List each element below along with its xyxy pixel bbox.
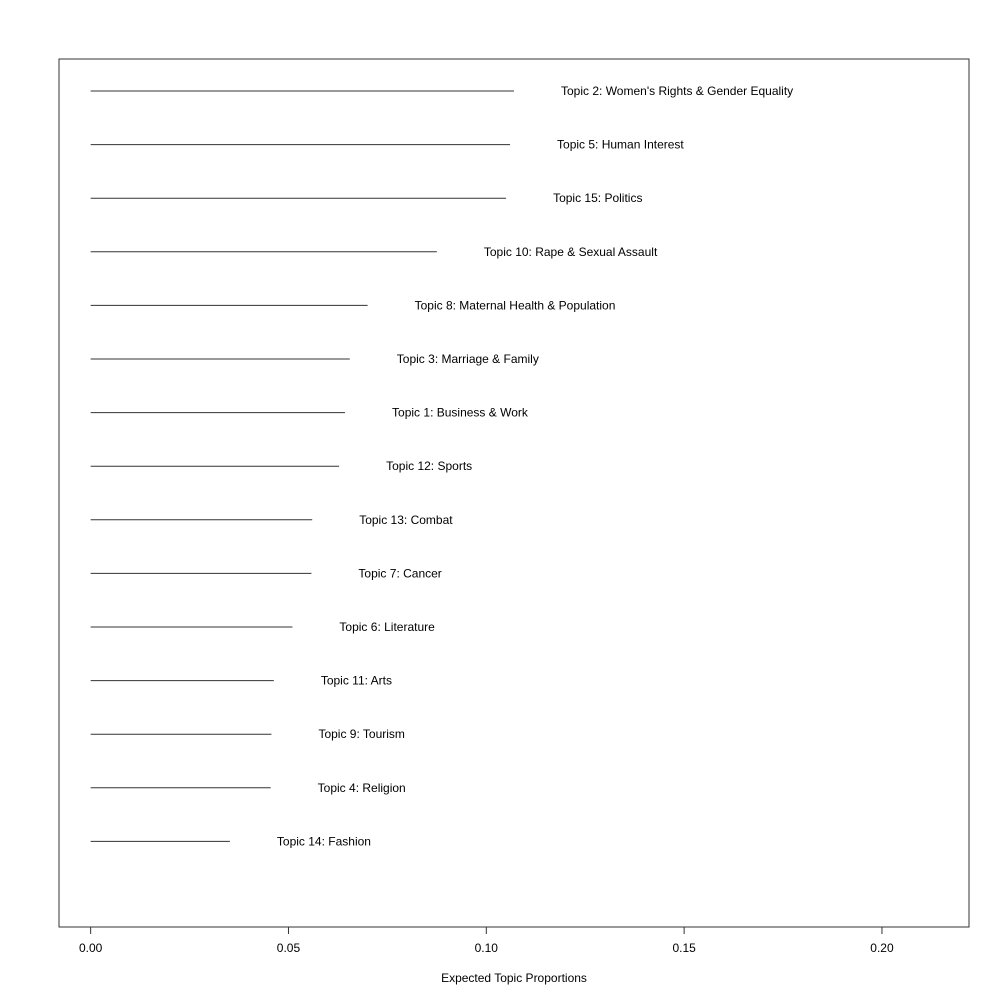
topic-label: Topic 14: Fashion	[277, 834, 371, 848]
topic-label: Topic 11: Arts	[321, 674, 392, 688]
topic-label: Topic 5: Human Interest	[557, 138, 684, 152]
x-axis: 0.00 0.05 0.10 0.15 0.20	[79, 926, 894, 955]
topic-label: Topic 10: Rape & Sexual Assault	[484, 245, 658, 259]
topic-label: Topic 2: Women's Rights & Gender Equalit…	[561, 84, 793, 98]
topic-label: Topic 15: Politics	[553, 191, 642, 205]
x-tick-label: 0.00	[79, 941, 103, 955]
topic-label: Topic 7: Cancer	[358, 566, 441, 580]
topic-label: Topic 13: Combat	[359, 513, 453, 527]
topic-label: Topic 9: Tourism	[318, 727, 404, 741]
topic-labels: Topic 2: Women's Rights & Gender Equalit…	[277, 84, 793, 848]
topic-label: Topic 6: Literature	[339, 620, 435, 634]
x-tick-label: 0.20	[870, 941, 894, 955]
topic-label: Topic 12: Sports	[386, 459, 472, 473]
topic-label: Topic 8: Maternal Health & Population	[415, 298, 616, 312]
bars	[90, 90, 514, 842]
topic-label: Topic 3: Marriage & Family	[397, 352, 539, 366]
x-axis-title: Expected Topic Proportions	[441, 971, 587, 985]
topic-label: Topic 4: Religion	[318, 781, 406, 795]
x-tick-label: 0.10	[475, 941, 499, 955]
topic-label: Topic 1: Business & Work	[392, 406, 529, 420]
plot-frame	[58, 58, 970, 928]
x-tick-label: 0.15	[672, 941, 696, 955]
x-tick-label: 0.05	[277, 941, 301, 955]
